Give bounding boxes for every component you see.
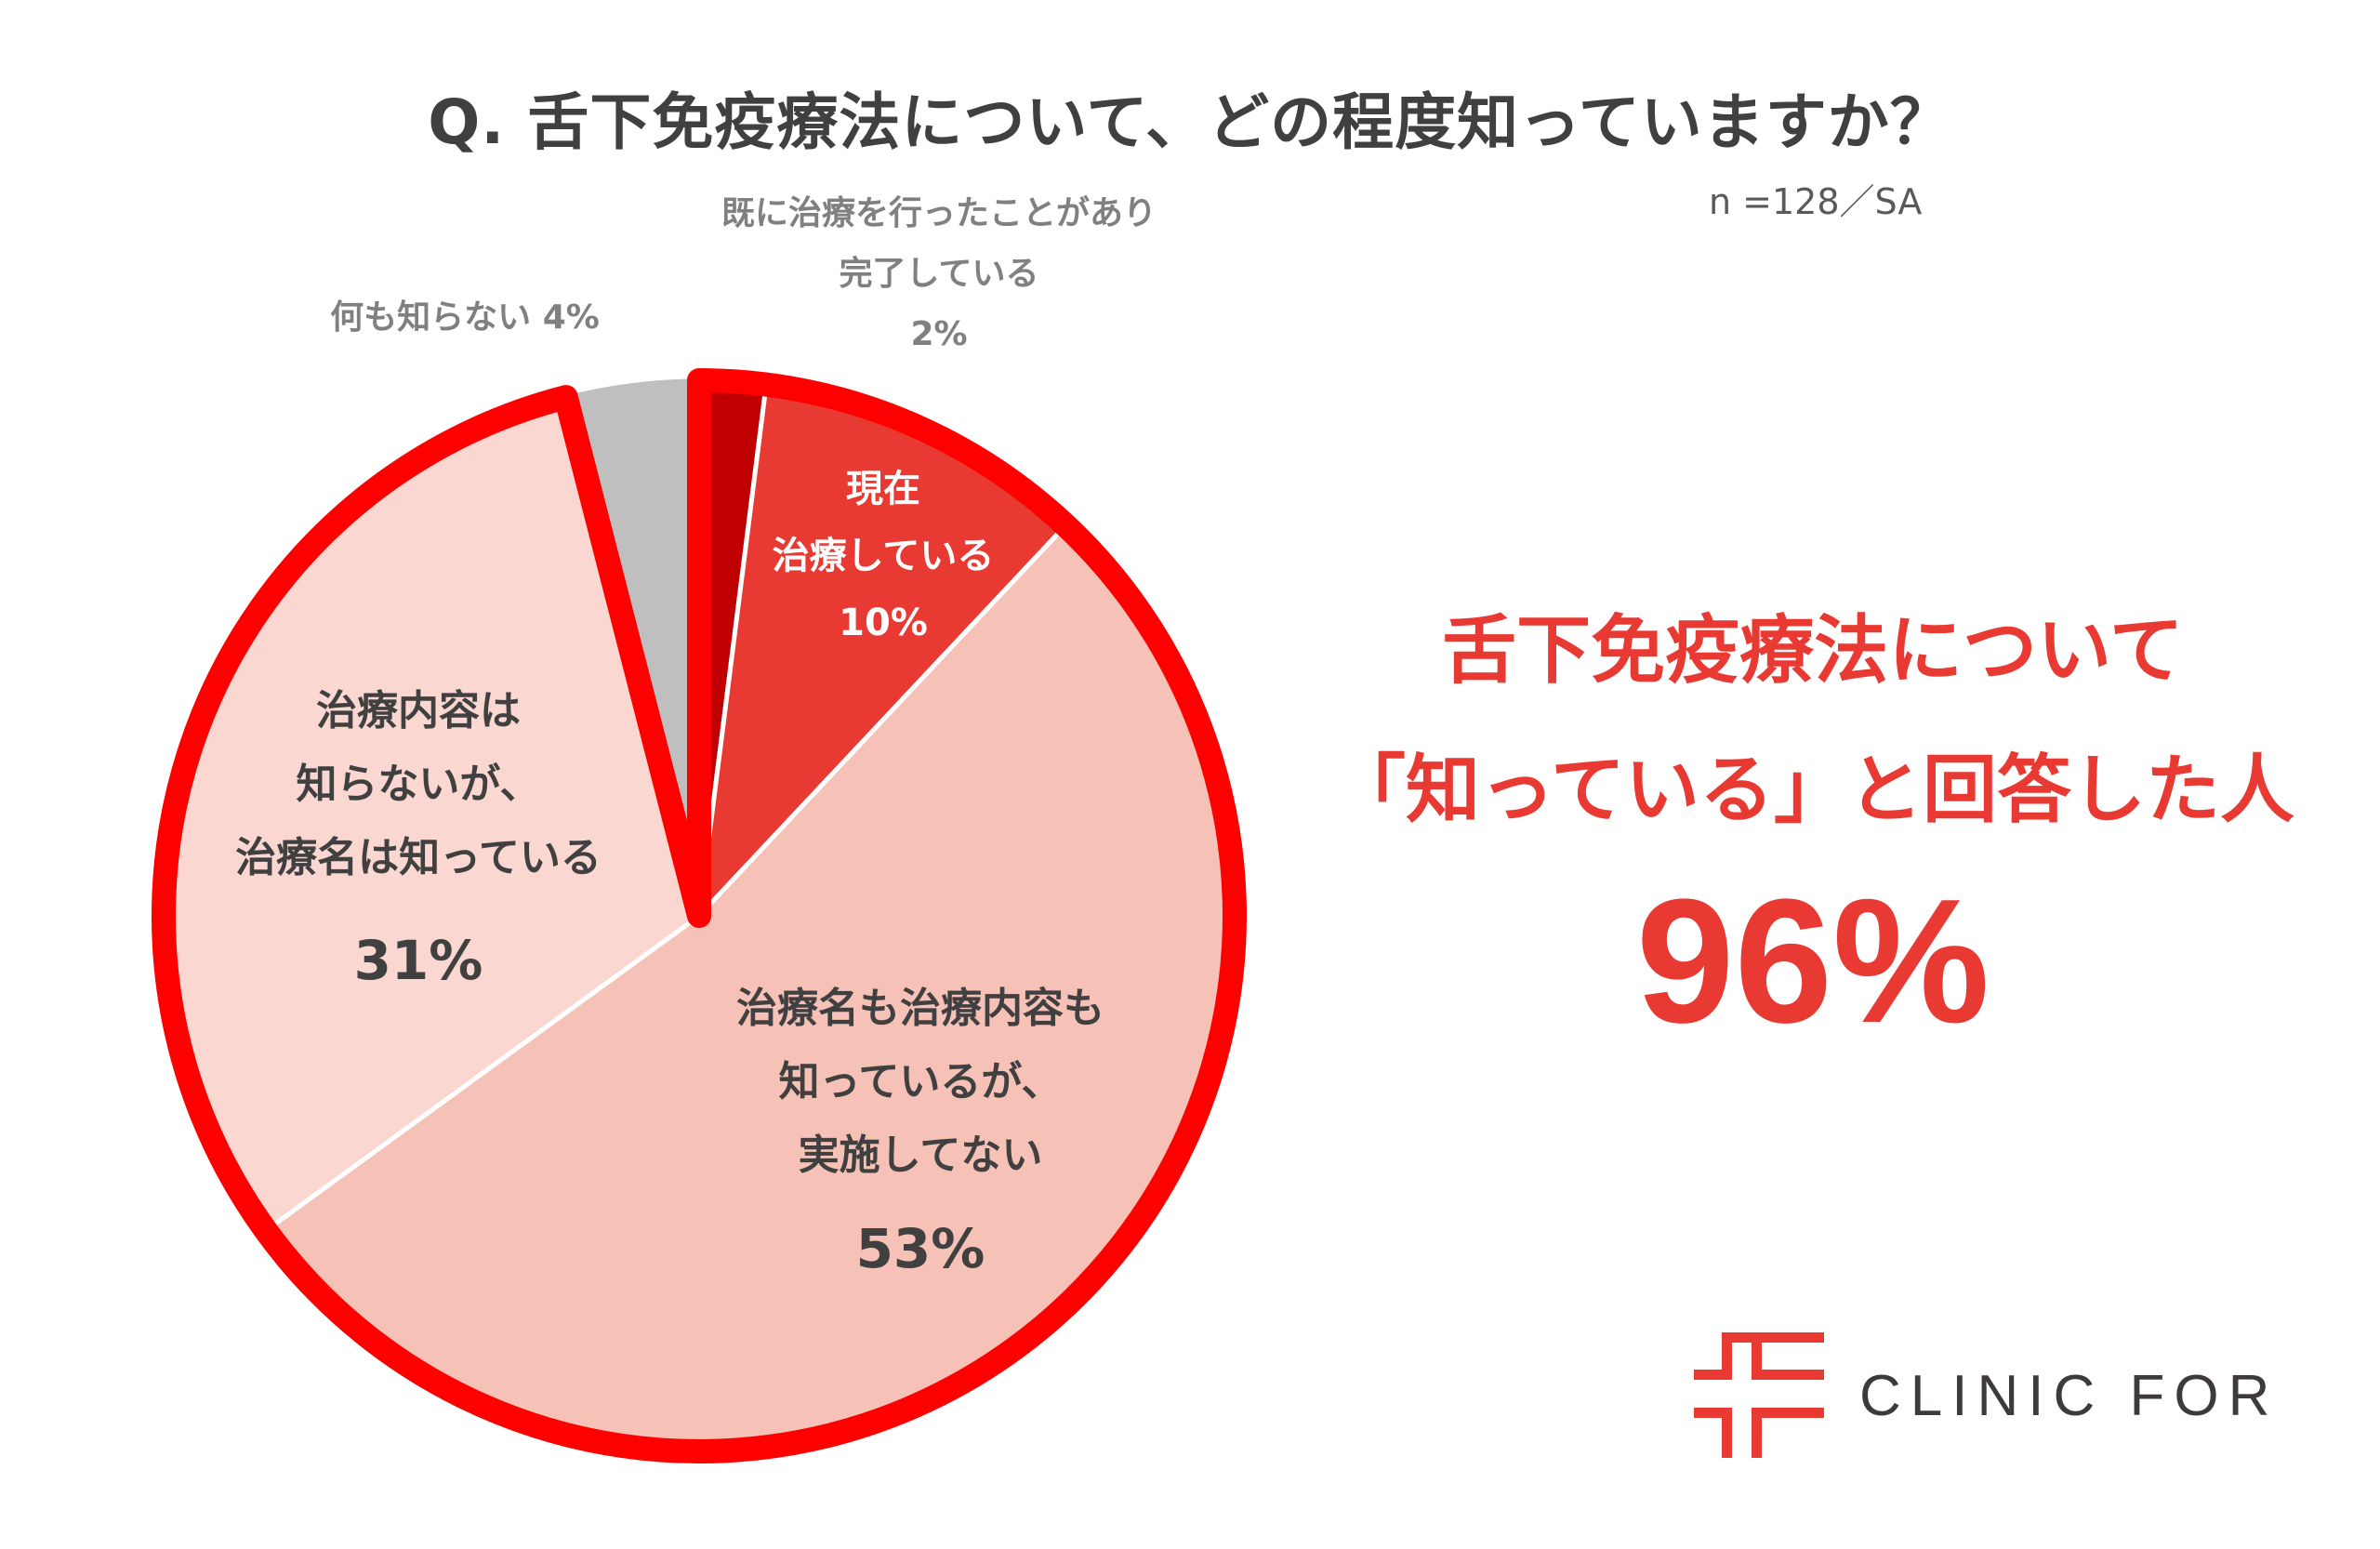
sample-size-note: n =128／SA [1709, 181, 1923, 222]
known-highlight-outline [152, 368, 1247, 1463]
chart-title: Q. 舌下免疫療法について、どの程度知っていますか？ [428, 86, 1952, 158]
label-none: 何も知らない 4% [330, 298, 600, 337]
label-known-not-done: 治療名も治療内容も 知っているが、 実施してない 53% [736, 985, 1104, 1280]
headline-value: 96% [1635, 863, 1990, 1060]
clinic-for-logo-icon [1694, 1332, 1824, 1458]
highlight-outline [152, 368, 1247, 1463]
label-current: 現在 治療している 10% [772, 468, 995, 644]
headline-line-1: 舌下免疫療法について [1442, 607, 2184, 694]
brand-name: CLINIC FOR [1859, 1364, 2280, 1428]
label-name-only: 治療内容は 知らないが、 治療名は知っている 31% [235, 687, 602, 992]
headline-line-2: 「知っている」と回答した人 [1331, 747, 2294, 833]
label-completed: 既に治療を行ったことがあり 完了している 2% [721, 194, 1157, 353]
